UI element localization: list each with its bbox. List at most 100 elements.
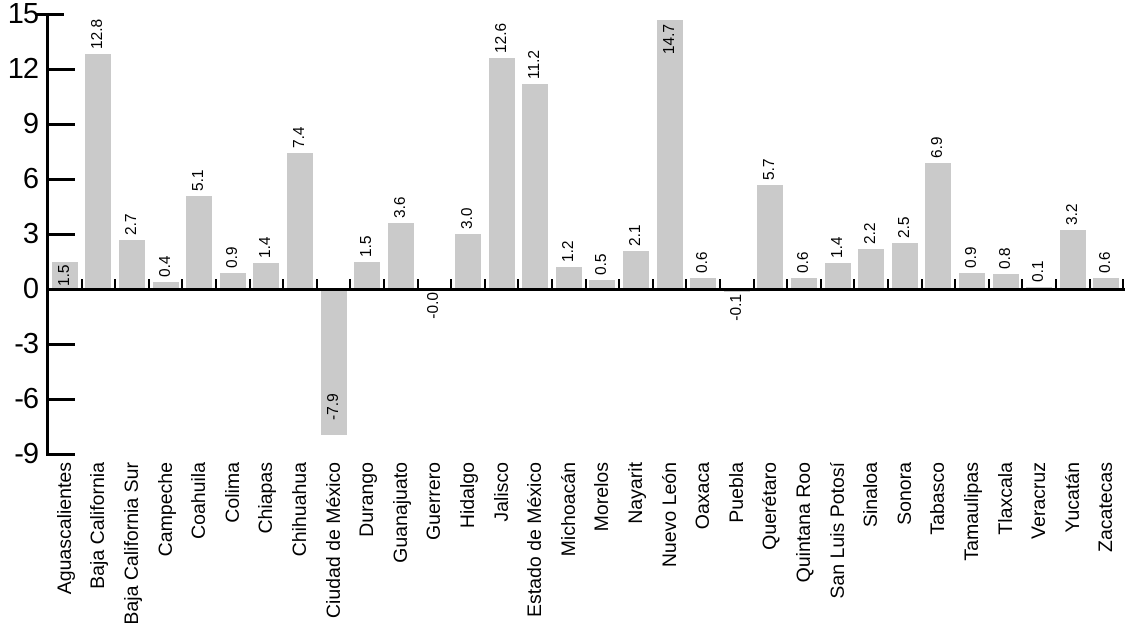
bar-san-luis-potosi — [824, 263, 851, 289]
x-label-durango: Durango — [356, 462, 379, 537]
bar-estado-de-mexico — [522, 83, 549, 289]
bar-colima — [219, 272, 246, 289]
bar-puebla — [723, 290, 750, 293]
bar-zacatecas — [1093, 278, 1120, 289]
value-label-coahuila: 5.1 — [190, 168, 208, 191]
bar-ciudad-de-mexico — [320, 290, 347, 436]
x-tick — [383, 279, 385, 289]
value-label-baja-california: 12.8 — [89, 19, 107, 50]
x-tick — [282, 279, 285, 289]
bar-baja-california-sur — [119, 239, 145, 289]
value-label-nuevo-leon: 14.7 — [660, 23, 678, 54]
bar-queretaro — [757, 184, 784, 289]
x-label-yucatan: Yucatán — [1061, 462, 1084, 533]
x-label-san-luis-potosi: San Luis Potosí — [826, 462, 849, 599]
x-tick — [618, 279, 621, 289]
value-label-queretaro: 5.7 — [761, 157, 779, 180]
bar-nuevo-leon — [656, 19, 683, 289]
value-label-michoacan: 1.2 — [559, 240, 577, 262]
y-tick-label: 0 — [22, 273, 39, 305]
x-tick — [752, 279, 755, 289]
bar-tabasco — [925, 162, 952, 289]
value-label-ciudad-de-mexico: -7.9 — [324, 393, 342, 420]
x-label-chiapas: Chiapas — [255, 462, 278, 534]
bar-campeche — [152, 281, 179, 289]
x-label-tabasco: Tabasco — [927, 462, 950, 535]
x-tick — [1021, 279, 1024, 289]
x-tick — [651, 279, 654, 289]
x-tick — [584, 279, 587, 289]
y-tick-label: 9 — [22, 108, 39, 140]
value-label-guanajuato: 3.6 — [391, 196, 409, 218]
value-label-quintana-roo: 0.6 — [795, 251, 812, 273]
x-label-aguascalientes: Aguascalientes — [53, 462, 76, 595]
y-tick-label: 3 — [22, 218, 39, 250]
x-tick — [1122, 279, 1125, 289]
value-label-nayarit: 2.1 — [627, 223, 644, 246]
x-tick — [147, 279, 150, 289]
x-label-tlaxcala: Tlaxcala — [994, 462, 1017, 535]
x-tick — [819, 279, 822, 289]
bar-morelos — [589, 279, 616, 289]
bar-sonora — [891, 243, 918, 289]
y-tick — [48, 397, 75, 401]
x-tick — [954, 279, 957, 289]
value-label-guerrero: -0.0 — [425, 292, 443, 319]
x-tick — [416, 279, 419, 289]
value-label-tabasco: 6.9 — [929, 135, 947, 158]
x-label-campeche: Campeche — [154, 462, 177, 557]
y-tick — [48, 178, 75, 181]
x-label-baja-california: Baja California — [87, 462, 110, 589]
bar-sinaloa — [858, 248, 885, 289]
x-label-queretaro: Querétaro — [759, 462, 782, 550]
bar-chihuahua — [287, 153, 313, 289]
bar-chiapas — [253, 263, 280, 289]
y-tick — [48, 452, 75, 456]
y-tick — [48, 123, 75, 126]
value-label-jalisco: 12.6 — [492, 22, 510, 53]
x-label-estado-de-mexico: Estado de México — [524, 462, 547, 618]
bar-baja-california — [85, 54, 112, 289]
x-tick — [517, 279, 520, 289]
x-tick — [181, 279, 184, 289]
y-tick-label: 12 — [7, 53, 39, 85]
value-label-chiapas: 1.4 — [257, 236, 275, 259]
value-label-colima: 0.9 — [223, 245, 241, 268]
x-tick — [80, 279, 83, 289]
x-tick — [1088, 279, 1091, 289]
x-tick — [114, 279, 117, 289]
x-tick — [685, 279, 688, 289]
x-tick — [551, 279, 553, 289]
x-tick — [1055, 279, 1057, 289]
value-label-hidalgo: 3.0 — [459, 207, 476, 229]
y-tick — [36, 13, 64, 16]
value-label-baja-california-sur: 2.7 — [123, 212, 140, 235]
x-label-morelos: Morelos — [591, 462, 614, 532]
x-tick — [349, 279, 352, 289]
value-label-durango: 1.5 — [358, 234, 376, 257]
value-label-aguascalientes: 1.5 — [55, 264, 73, 286]
y-axis — [46, 13, 49, 456]
bar-durango — [354, 261, 381, 289]
x-label-sonora: Sonora — [893, 462, 916, 525]
y-tick — [48, 342, 75, 346]
x-tick — [987, 279, 990, 289]
bar-nayarit — [623, 250, 649, 289]
x-label-tamaulipas: Tamaulipas — [961, 462, 983, 561]
value-label-morelos: 0.5 — [593, 253, 611, 275]
x-label-coahuila: Coahuila — [188, 462, 211, 539]
value-label-sonora: 2.5 — [895, 216, 913, 239]
x-label-michoacan: Michoacán — [557, 462, 580, 557]
value-label-tamaulipas: 0.9 — [963, 245, 980, 268]
bar-coahuila — [186, 195, 213, 289]
x-tick — [786, 279, 789, 289]
x-label-hidalgo: Hidalgo — [457, 462, 479, 529]
x-label-sinaloa: Sinaloa — [860, 462, 883, 528]
x-tick — [315, 279, 318, 289]
value-label-san-luis-potosi: 1.4 — [828, 236, 846, 259]
x-tick — [450, 279, 453, 289]
value-label-veracruz: 0.1 — [1030, 260, 1048, 283]
x-tick — [483, 279, 486, 289]
x-tick — [920, 279, 923, 289]
